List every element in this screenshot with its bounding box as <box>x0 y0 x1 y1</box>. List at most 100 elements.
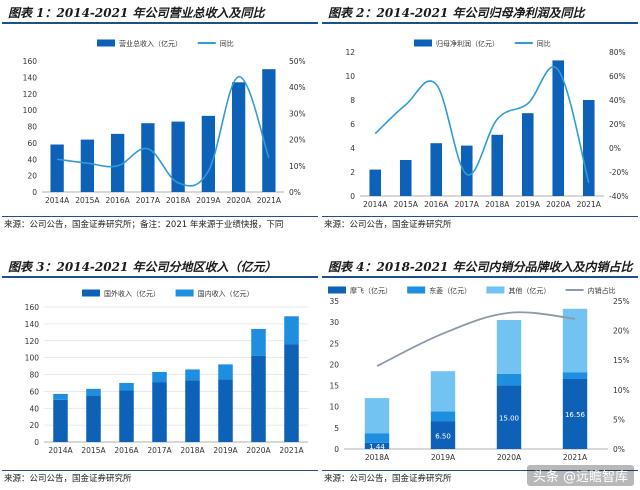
y-tick-label: 20 <box>29 421 39 430</box>
bar <box>460 145 473 196</box>
bar-segment <box>119 382 134 391</box>
y-tick-label: 120 <box>23 90 38 99</box>
legend-label: 其他（亿元） <box>508 286 550 295</box>
y2-tick-label: -20% <box>609 168 628 177</box>
bar-segment <box>152 382 167 442</box>
y2-tick-label: 15% <box>613 356 630 365</box>
chart-source: 来源：公司公告，国金证券研究所；备注：2021 年来源于业绩快报，下同 <box>2 216 318 232</box>
x-tick-label: 2014A <box>45 196 70 205</box>
bar-segment <box>119 390 134 442</box>
y2-tick-label: 50% <box>289 57 306 66</box>
y2-tick-label: 0% <box>609 144 621 153</box>
x-tick-label: 2021A <box>257 196 282 205</box>
data-label: 16.56 <box>565 411 586 419</box>
bar <box>80 139 95 192</box>
y-tick-label: 160 <box>23 57 38 66</box>
x-tick-label: 2015A <box>394 200 419 209</box>
y2-tick-label: 40% <box>609 96 626 105</box>
y-tick-label: 0 <box>350 192 355 201</box>
x-tick-label: 2017A <box>455 200 480 209</box>
y2-tick-label: 0% <box>289 188 301 197</box>
bar <box>141 123 155 192</box>
bar-segment <box>562 308 588 373</box>
bar-segment <box>53 399 68 442</box>
y2-tick-label: 10% <box>289 162 306 171</box>
x-tick-label: 2021A <box>279 446 304 455</box>
y2-tick-label: 25% <box>613 297 630 306</box>
legend-label: 同比 <box>220 39 234 48</box>
series-line <box>374 66 590 184</box>
bar-segment <box>185 369 200 381</box>
chart-svg: 0 5 10 15 20 25 30 35 0% 5% 10% 15% 20% 25% 2018A 2019A… <box>328 286 630 462</box>
chart-source: 来源：公司公告，国金证券研究所 <box>322 470 638 486</box>
y-tick-label: 60 <box>29 387 39 396</box>
x-tick-label: 2018A <box>365 453 390 462</box>
x-tick-label: 2019A <box>516 200 541 209</box>
y-tick-label: 20 <box>329 360 339 369</box>
y-tick-label: 10 <box>345 72 355 81</box>
y2-tick-label: 20% <box>289 136 306 145</box>
chart-title: 图表 2：2014-2021 年公司归母净利润及同比 <box>322 2 638 24</box>
y2-tick-label: 20% <box>613 327 630 336</box>
legend-swatch <box>82 289 100 297</box>
y-tick-label: 4 <box>350 144 355 153</box>
y2-tick-label: 60% <box>609 72 626 81</box>
x-tick-label: 2018A <box>166 196 191 205</box>
bar <box>521 113 534 196</box>
x-tick-label: 2018A <box>485 200 510 209</box>
bar-segment <box>364 442 390 449</box>
chart-svg: 0 20 40 60 80 100 120 140 160 2014A 2015A 2016A 2017… <box>25 289 308 455</box>
x-tick-label: 2019A <box>213 446 238 455</box>
y-tick-label: 100 <box>23 106 38 115</box>
y-tick-label: 5 <box>334 424 339 433</box>
x-tick-label: 2019A <box>196 196 221 205</box>
bar-segment <box>284 316 299 345</box>
y-tick-label: 30 <box>329 318 339 327</box>
legend-label: 内销占比 <box>588 286 616 295</box>
y-tick-label: 40 <box>29 404 39 413</box>
legend-label: 摩飞（亿元） <box>350 286 392 295</box>
bar <box>552 60 565 197</box>
y-tick-label: 2 <box>350 168 355 177</box>
bar-segment <box>218 379 233 442</box>
chart-panel-1: 图表 1：2014-2021 年公司营业总收入及同比 0 20 40 60 80 100 1… <box>2 2 318 234</box>
watermark: 头条 @远瞻智库 <box>526 465 634 486</box>
bar <box>231 82 246 192</box>
y-tick-label: 60 <box>27 139 37 148</box>
y-tick-label: 25 <box>329 339 339 348</box>
x-tick-label: 2019A <box>431 453 456 462</box>
bar <box>171 121 185 192</box>
y-tick-label: 140 <box>25 320 40 329</box>
bar-segment <box>251 355 266 442</box>
bar <box>262 69 276 192</box>
bar-segment <box>86 388 101 396</box>
y-tick-label: 120 <box>25 337 40 346</box>
legend-swatch <box>407 286 426 294</box>
x-tick-label: 2017A <box>136 196 161 205</box>
bar-segment <box>53 393 68 400</box>
bar <box>201 115 216 192</box>
data-label: 15.00 <box>499 414 519 422</box>
series-line <box>376 311 576 367</box>
legend-label: 国外收入（亿元） <box>104 289 160 298</box>
x-tick-label: 2020A <box>497 453 522 462</box>
y-tick-label: 40 <box>27 155 37 164</box>
legend-label: 国内收入（亿元） <box>198 289 254 298</box>
bar-segment <box>284 344 299 442</box>
y2-tick-label: 10% <box>613 386 630 395</box>
legend-swatch <box>328 286 346 294</box>
y2-tick-label: 5% <box>613 415 625 424</box>
y-tick-label: 6 <box>350 120 355 129</box>
bar-segment <box>185 380 200 442</box>
bar-segment <box>496 373 522 386</box>
y-tick-label: 160 <box>25 303 40 312</box>
legend-label: 同比 <box>537 39 551 48</box>
bar-segment <box>430 421 456 449</box>
y-tick-label: 140 <box>23 73 38 82</box>
chart-svg: 0 20 40 60 80 100 120 140 160 0% 10% 20% 30% 40% 50% 20… <box>23 39 306 205</box>
x-tick-label: 2016A <box>106 196 131 205</box>
legend-swatch <box>97 39 115 47</box>
y-tick-label: 20 <box>27 172 37 181</box>
legend-label: 营业总收入（亿元） <box>119 39 182 48</box>
bar-segment <box>496 320 522 374</box>
